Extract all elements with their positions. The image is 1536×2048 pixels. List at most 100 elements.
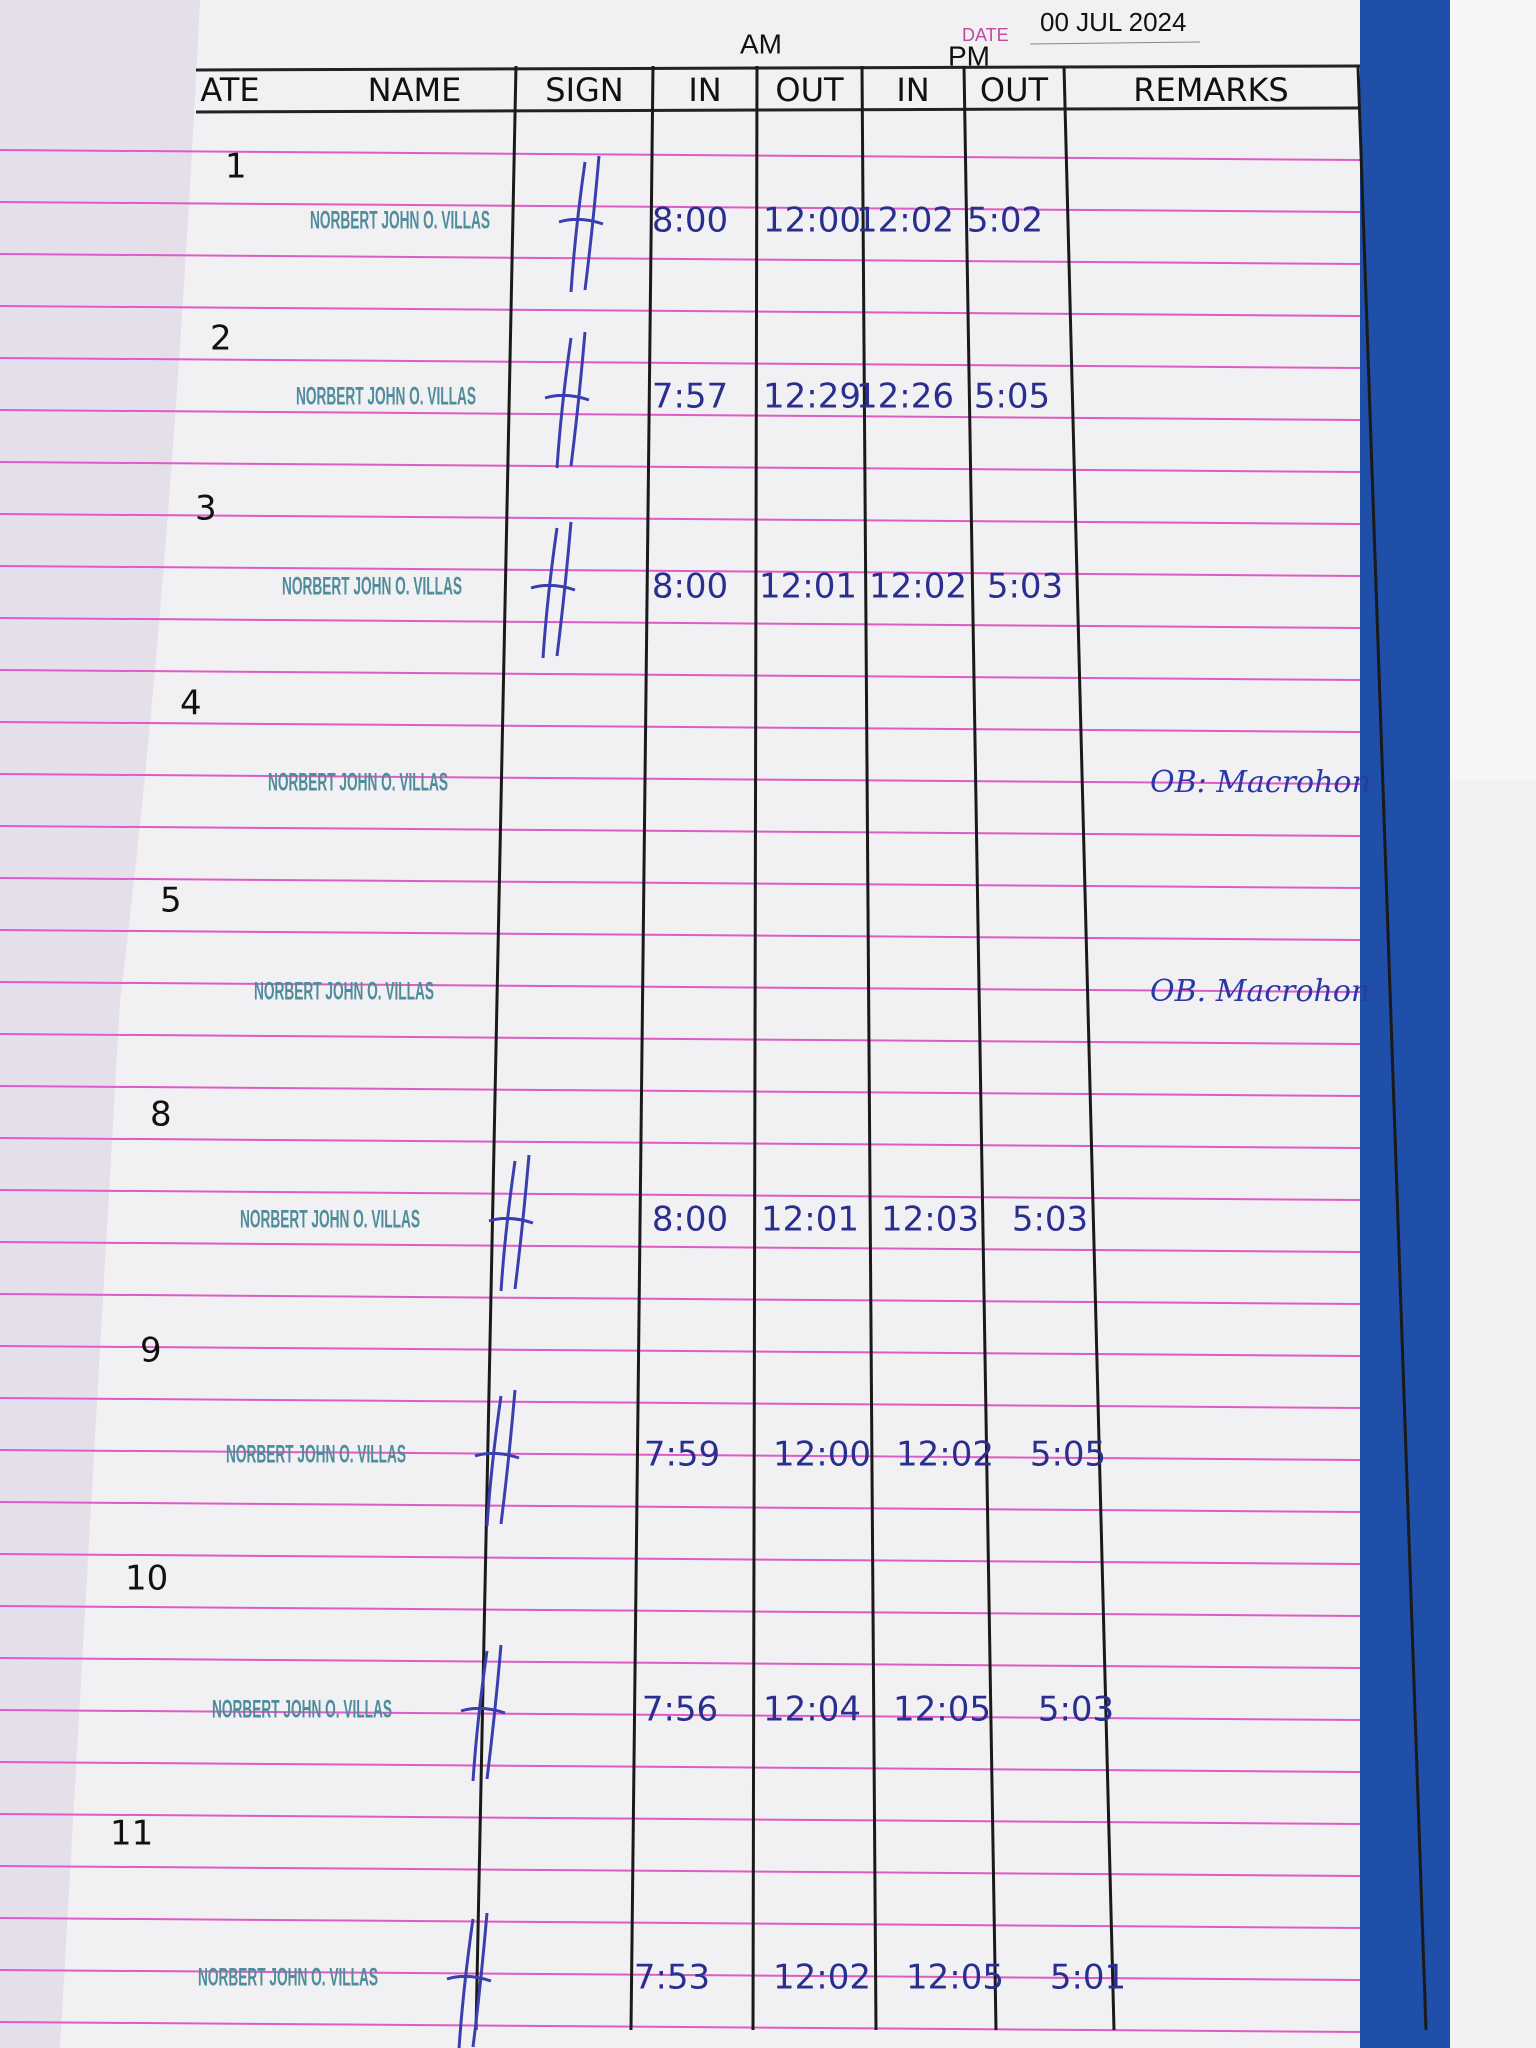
ruled-line: [0, 1189, 1361, 1201]
time-entry: 5:02: [967, 201, 1043, 241]
table-cells: ATE NAME SIGN IN OUT IN OUT REMARKS 1 NORBERT JOH…: [110, 71, 1371, 2048]
ruled-line: [0, 305, 1361, 317]
ruled-line: [0, 1033, 1361, 1045]
name-stamp: NORBERT JOHN O. VILLAS: [226, 1441, 406, 1469]
time-entry: 5:03: [1012, 1200, 1088, 1240]
column-header: SIGN: [545, 71, 623, 109]
time-entry: 7:59: [644, 1435, 720, 1475]
column-header: ATE: [200, 71, 259, 109]
ruled-line: [0, 409, 1361, 421]
column-header: OUT: [980, 71, 1049, 109]
column-line: [474, 65, 518, 2031]
ruled-line: [0, 929, 1361, 941]
ruled-line: [0, 149, 1361, 161]
time-entry: 12:29: [763, 377, 861, 417]
ruled-line: [0, 1085, 1361, 1097]
ruled-line: [0, 461, 1361, 473]
day: 11: [110, 1814, 153, 1854]
signature: [488, 1154, 534, 1292]
day: 4: [180, 684, 202, 724]
time-entry: 12:02: [896, 1435, 994, 1475]
time-entry: 12:00: [763, 201, 861, 241]
time-entry: 12:04: [763, 1690, 861, 1730]
column-line: [751, 65, 759, 2031]
ruled-line: [0, 201, 1361, 213]
time-entry: 12:02: [869, 567, 967, 607]
name-stamp: NORBERT JOHN O. VILLAS: [212, 1696, 392, 1724]
signature: [460, 1644, 506, 1782]
time-entry: 12:26: [856, 377, 954, 417]
ruled-line: [0, 877, 1361, 889]
signature: [530, 521, 576, 659]
time-entry: 12:01: [761, 1200, 859, 1240]
ruled-line: [0, 513, 1361, 525]
day: 3: [195, 489, 217, 529]
signature: [446, 1912, 492, 2048]
time-entry: 5:01: [1050, 1958, 1126, 1998]
ruled-line: [0, 1917, 1361, 1929]
column-header: IN: [688, 71, 721, 109]
date-label: DATE: [962, 25, 1009, 45]
time-entry: 5:03: [987, 567, 1063, 607]
ruled-line: [0, 669, 1361, 681]
book-spine: [1360, 0, 1450, 2048]
remark: OB: Macrohon: [1150, 765, 1371, 800]
ruled-line: [0, 1293, 1361, 1305]
ruled-line: [0, 1605, 1361, 1617]
ruled-line: [0, 1397, 1361, 1409]
day: 5: [160, 881, 182, 921]
time-entry: 12:05: [893, 1690, 991, 1730]
time-entry: 12:03: [881, 1200, 979, 1240]
ruled-line: [0, 1345, 1361, 1357]
day: 10: [125, 1559, 168, 1599]
ruled-line: [0, 1449, 1361, 1461]
ruled-line: [0, 565, 1361, 577]
time-entry: 12:05: [906, 1958, 1004, 1998]
time-entry: 12:01: [759, 567, 857, 607]
table-grid: [195, 64, 1428, 2031]
signature: [544, 331, 590, 469]
ruled-line: [0, 1969, 1361, 1981]
ruled-line: [0, 1865, 1361, 1877]
signature: [474, 1389, 520, 1527]
ruled-line: [0, 357, 1361, 369]
column-line: [1062, 65, 1116, 2031]
ruled-line: [0, 1709, 1361, 1721]
time-entry: 12:02: [773, 1958, 871, 1998]
time-entry: 8:00: [652, 567, 728, 607]
column-header: OUT: [775, 71, 844, 109]
column-line: [962, 65, 998, 2031]
ruled-line: [0, 1813, 1361, 1825]
name-stamp: NORBERT JOHN O. VILLAS: [268, 769, 448, 797]
time-entry: 5:05: [1030, 1435, 1106, 1475]
time-entry: 5:05: [974, 377, 1050, 417]
ruled-line: [0, 2021, 1361, 2033]
column-line: [1356, 65, 1428, 2031]
column-line: [629, 65, 655, 2031]
time-entry: 12:02: [856, 201, 954, 241]
name-stamp: NORBERT JOHN O. VILLAS: [198, 1964, 378, 1992]
ruled-line: [0, 617, 1361, 629]
day: 9: [140, 1331, 162, 1371]
remark: OB. Macrohon: [1150, 974, 1370, 1009]
day: 2: [210, 319, 232, 359]
header-line: [195, 64, 1361, 72]
column-header: REMARKS: [1133, 71, 1288, 109]
header-line: [195, 106, 1361, 114]
ruled-line: [0, 1501, 1361, 1513]
ruled-line: [0, 1241, 1361, 1253]
ruled-line: [0, 1553, 1361, 1565]
signature: [558, 155, 604, 293]
am-label: AM: [740, 28, 782, 59]
day: 8: [150, 1095, 172, 1135]
time-entry: 8:00: [652, 1200, 728, 1240]
time-entry: 7:57: [652, 377, 728, 417]
ruled-line: [0, 773, 1361, 785]
time-entry: 8:00: [652, 201, 728, 241]
ruled-line: [0, 981, 1361, 993]
name-stamp: NORBERT JOHN O. VILLAS: [310, 207, 490, 235]
day: 1: [225, 147, 247, 187]
